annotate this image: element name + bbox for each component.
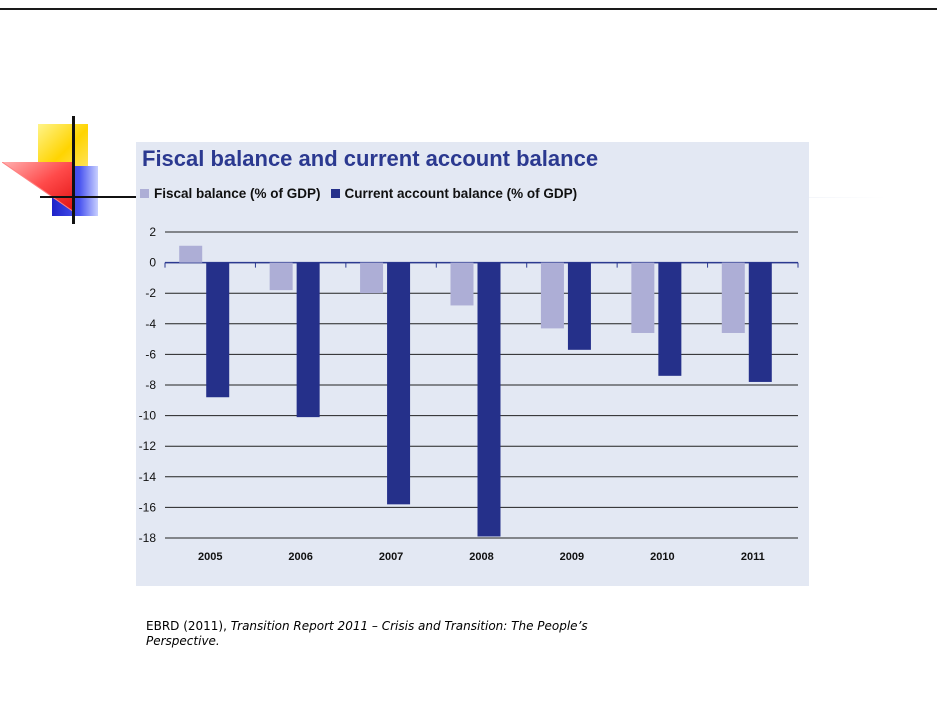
bar-fiscal-balance xyxy=(540,262,564,329)
bar-current-account-balance xyxy=(387,262,411,505)
bar-current-account-balance xyxy=(206,262,230,398)
y-tick-label: -4 xyxy=(145,317,156,331)
bar-current-account-balance xyxy=(477,262,501,537)
bar-current-account-balance xyxy=(296,262,320,418)
y-tick-label: -8 xyxy=(145,378,156,392)
y-tick-label: -16 xyxy=(139,500,157,514)
chart-panel: Fiscal balance and current account balan… xyxy=(136,142,809,586)
logo-horizontal-line xyxy=(40,196,136,198)
bar-current-account-balance xyxy=(658,262,682,376)
y-tick-label: 0 xyxy=(149,256,156,270)
citation-title-line1: Transition Report 2011 – Crisis and Tran… xyxy=(230,619,588,633)
bar-chart-plot: 2 0 -2 -4 -6 -8 -10 -12 -14 -16 -18 2005 2006 2007 200… xyxy=(139,225,799,563)
chart-legend: Fiscal balance (% of GDP) Current accoun… xyxy=(140,186,587,201)
x-category-label: 2010 xyxy=(650,551,674,563)
legend-item-fiscal: Fiscal balance (% of GDP) xyxy=(140,186,321,201)
y-tick-label: -10 xyxy=(139,409,157,423)
bar-fiscal-balance xyxy=(450,262,474,306)
y-tick-label: 2 xyxy=(149,225,156,239)
slide-logo-icon xyxy=(0,110,140,230)
legend-label-current: Current account balance (% of GDP) xyxy=(344,186,578,201)
bar-current-account-balance xyxy=(748,262,772,382)
y-tick-label: -18 xyxy=(139,531,157,545)
logo-vertical-line xyxy=(72,116,75,224)
bar-fiscal-balance xyxy=(360,262,384,294)
x-category-label: 2011 xyxy=(741,551,765,563)
chart-title: Fiscal balance and current account balan… xyxy=(142,146,599,171)
x-category-label: 2005 xyxy=(198,551,222,563)
bar-fiscal-balance xyxy=(179,245,203,263)
x-category-label: 2006 xyxy=(288,551,312,563)
y-tick-label: -6 xyxy=(145,347,156,361)
legend-item-current: Current account balance (% of GDP) xyxy=(330,186,578,201)
bar-current-account-balance xyxy=(567,262,591,350)
legend-swatch-fiscal xyxy=(140,189,149,198)
logo-red-triangle xyxy=(2,162,74,212)
bar-fiscal-balance xyxy=(631,262,655,333)
y-tick-label: -14 xyxy=(139,470,157,484)
citation-title-line2: Perspective. xyxy=(146,634,220,648)
bar-fiscal-balance xyxy=(721,262,745,333)
source-citation: EBRD (2011), Transition Report 2011 – Cr… xyxy=(146,619,706,649)
citation-prefix: EBRD (2011), xyxy=(146,619,231,633)
bar-fiscal-balance xyxy=(269,262,293,291)
x-category-label: 2009 xyxy=(560,551,584,563)
y-tick-label: -12 xyxy=(139,439,157,453)
legend-label-fiscal: Fiscal balance (% of GDP) xyxy=(154,186,321,201)
x-category-label: 2008 xyxy=(469,551,493,563)
legend-swatch-current xyxy=(330,189,340,198)
x-category-label: 2007 xyxy=(379,551,403,563)
top-rule xyxy=(0,8,937,10)
y-tick-label: -2 xyxy=(145,286,156,300)
